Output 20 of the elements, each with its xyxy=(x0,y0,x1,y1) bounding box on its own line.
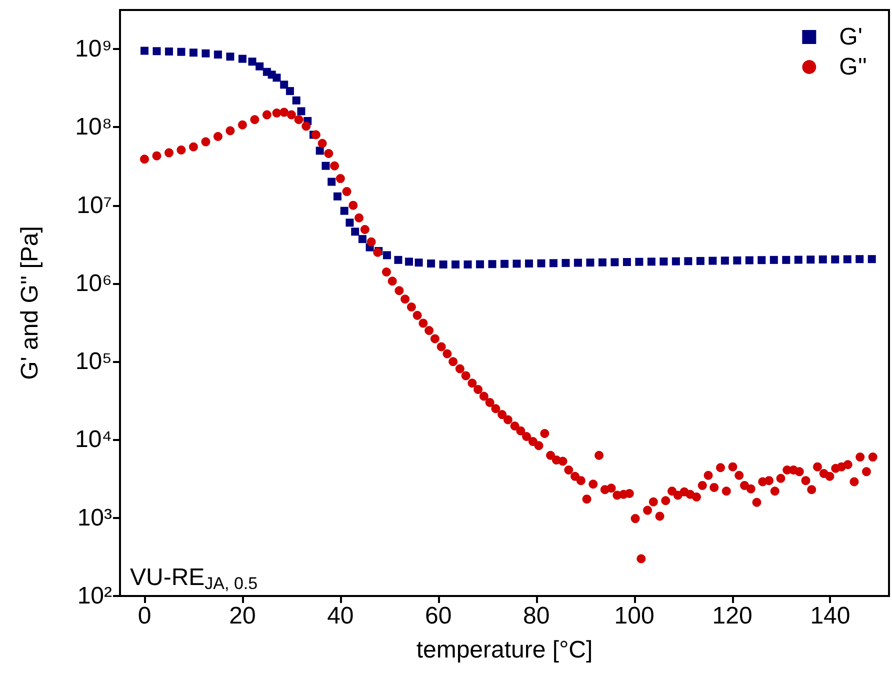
y-tick-label: 10² xyxy=(77,582,112,610)
y-tick-label: 10⁴ xyxy=(74,426,112,454)
x-tick-label: 40 xyxy=(327,602,354,630)
x-tick-label: 20 xyxy=(229,602,256,630)
y-tick-label: 10⁶ xyxy=(75,270,112,297)
legend-label: G'' xyxy=(839,54,868,80)
y-tick-label: 10³ xyxy=(77,504,112,532)
y-tick-label: 10⁸ xyxy=(75,114,112,141)
y-axis-title: G' and G'' [Pa] xyxy=(16,226,44,380)
x-tick-label: 80 xyxy=(522,602,550,630)
x-tick-label: 0 xyxy=(138,602,152,630)
legend-label: G' xyxy=(839,24,862,50)
x-tick-label: 60 xyxy=(425,602,452,630)
y-tick-label: 10⁷ xyxy=(76,192,112,219)
x-tick-label: 140 xyxy=(810,602,850,630)
y-tick-label: 10⁹ xyxy=(75,36,112,63)
x-tick-label: 120 xyxy=(712,602,752,630)
x-axis-title: temperature [°C] xyxy=(416,636,593,664)
x-tick-label: 100 xyxy=(614,602,654,630)
y-tick-label: 10⁵ xyxy=(75,348,112,376)
